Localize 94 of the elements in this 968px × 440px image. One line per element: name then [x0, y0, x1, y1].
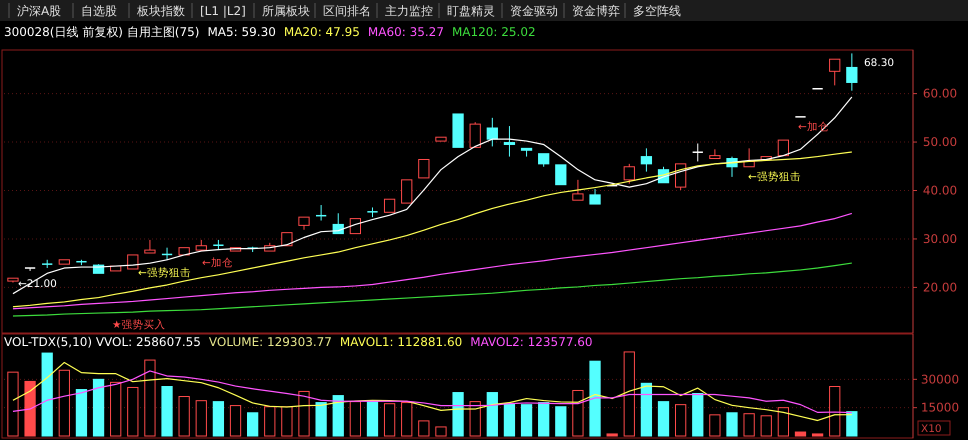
text: MA5: 59.30 [207, 25, 276, 39]
text: MA20: 47.95 [284, 25, 360, 39]
bar [470, 401, 481, 436]
text: 自选股 [81, 4, 117, 18]
text: 所属板块 [262, 4, 310, 18]
bar [726, 412, 738, 436]
text: [L1 |L2] [200, 4, 246, 18]
bar [384, 403, 396, 436]
annotation: ←强势狙击 [138, 266, 191, 279]
candlestick [846, 52, 858, 92]
bar [760, 415, 772, 436]
bar [42, 352, 53, 436]
bar [555, 406, 566, 436]
bar [658, 401, 670, 436]
line-series [12, 96, 852, 294]
line-series [12, 212, 852, 310]
candlestick [692, 143, 704, 162]
bar [435, 426, 447, 436]
y-tick-label: 60.00 [922, 86, 958, 101]
bar [743, 413, 755, 436]
bar [624, 351, 635, 436]
text: 多空阵线 [633, 4, 681, 18]
annotation: ←加仓 [202, 256, 233, 269]
text: 资金驱动 [510, 4, 558, 18]
text: 盯盘精灵 [447, 4, 495, 18]
chart-subtitle: VOLUME: 129303.77 [208, 335, 332, 349]
bar [144, 360, 156, 436]
bar [418, 420, 430, 436]
bar [452, 392, 464, 436]
candlestick [640, 148, 652, 172]
text: MA60: 35.27 [368, 25, 444, 39]
text: 68.30 [864, 57, 894, 69]
annotation: ★强势买入 [112, 318, 166, 331]
bar [332, 395, 344, 436]
y-tick-label: 30.00 [922, 232, 958, 246]
bar [778, 407, 789, 436]
bar [178, 396, 190, 436]
text: 主力监控 [385, 4, 433, 18]
bar [264, 406, 276, 436]
text: 资金博弈 [572, 4, 620, 18]
bar [486, 392, 498, 436]
chart-title: 300028(日线 前复权) 自用主图(75) [4, 25, 200, 39]
bar [812, 433, 824, 436]
bar [606, 433, 618, 436]
bar [7, 372, 19, 436]
text: MAVOL2: 123577.60 [470, 335, 593, 349]
line-series [12, 151, 852, 308]
bar [247, 412, 258, 436]
candlestick [504, 126, 516, 158]
y-tick-label: 40.00 [922, 184, 958, 198]
annotation: ←强势狙击 [748, 170, 801, 183]
text: MA120: 25.02 [452, 25, 536, 39]
bar [58, 370, 70, 436]
y-tick-label: 20.00 [922, 280, 958, 294]
bar [538, 402, 550, 436]
bar [829, 386, 840, 436]
bar [212, 401, 224, 436]
text: 沪深A股 [17, 4, 62, 18]
bar [24, 380, 36, 436]
bar [640, 382, 652, 436]
candlestick [315, 204, 328, 222]
bar [675, 404, 686, 436]
text: 区间排名 [323, 4, 371, 18]
bar [709, 414, 721, 436]
bar [196, 400, 207, 436]
bar [846, 411, 858, 436]
bar [315, 402, 327, 436]
bar [161, 386, 173, 436]
bar [572, 390, 584, 436]
line-series [12, 370, 852, 414]
bar [589, 360, 601, 436]
bar [692, 393, 704, 436]
y-tick-label: 50.00 [922, 135, 958, 150]
bar [504, 403, 516, 436]
bar [127, 386, 138, 436]
bar [281, 406, 293, 436]
bar [230, 405, 242, 436]
y-tick-label: 30000 [920, 372, 960, 386]
text: MAVOL1: 112881.60 [340, 335, 462, 349]
candlestick [486, 117, 498, 147]
chart-title: VOL-TDX(5,10) VVOL: 258607.55 [4, 335, 201, 349]
bar [520, 404, 532, 436]
bar [794, 432, 806, 436]
bar [401, 402, 412, 436]
bar [298, 390, 310, 436]
y-tick-label: 15000 [920, 400, 960, 415]
text: 板块指数 [136, 4, 185, 18]
bar [76, 389, 88, 436]
bar [92, 378, 104, 436]
text: X10 [921, 423, 942, 435]
bar [350, 401, 361, 436]
bar [366, 401, 378, 436]
bar [110, 382, 122, 436]
line-series [12, 362, 852, 422]
